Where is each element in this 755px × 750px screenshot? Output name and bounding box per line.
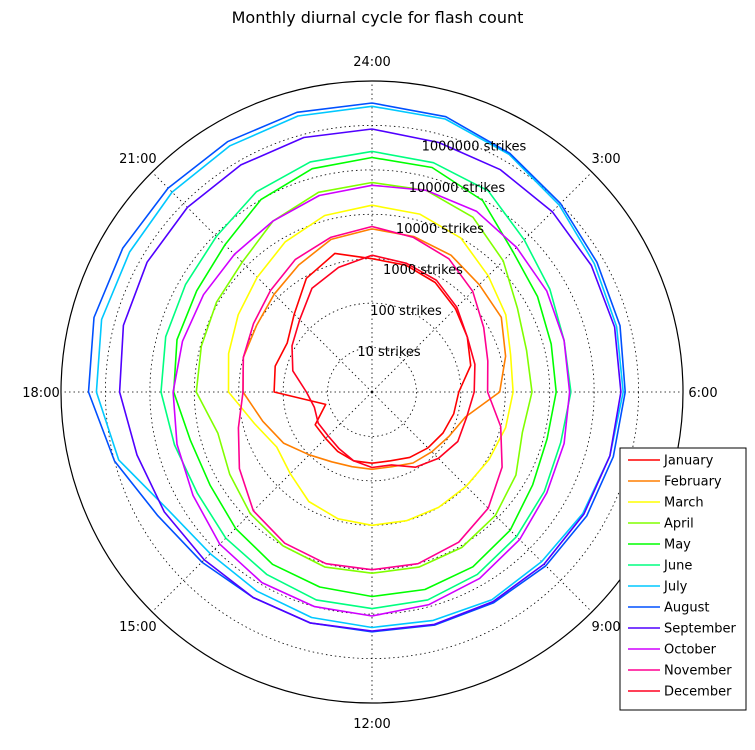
theta-tick-label-0: 24:00 (353, 55, 390, 70)
theta-tick-label-1: 3:00 (591, 152, 620, 167)
legend-label-june: June (663, 559, 692, 574)
grid-layer (60, 80, 684, 704)
chart-title: Monthly diurnal cycle for flash count (231, 8, 524, 27)
radial-tick-label-5: 1000000 strikes (422, 140, 527, 155)
legend-box (619, 447, 747, 711)
angular-gridline-3 (371, 391, 593, 613)
theta-tick-label-3: 9:00 (591, 620, 620, 635)
series-line-february (242, 228, 507, 471)
series-line-october (172, 184, 571, 617)
series-line-july (95, 105, 625, 629)
tick-layer: 24:00 3:00 6:00 9:00 12:00 15:00 18:00 21:00 10 … (22, 55, 717, 732)
radial-tick-label-4: 100000 strikes (409, 181, 506, 196)
polar-frame (60, 80, 684, 704)
radial-gridline-4 (149, 169, 595, 615)
legend: January February March April May June July Augu… (619, 447, 747, 711)
theta-tick-label-7: 21:00 (119, 152, 156, 167)
theta-tick-label-6: 18:00 (22, 386, 59, 401)
series-line-november (237, 225, 503, 571)
series-layer (87, 102, 627, 633)
legend-label-december: December (664, 685, 732, 700)
radial-tick-label-0: 10 strikes (357, 345, 421, 360)
theta-tick-label-2: 6:00 (688, 386, 717, 401)
legend-label-september: September (664, 622, 737, 637)
radial-tick-label-2: 1000 strikes (383, 263, 463, 278)
legend-label-march: March (664, 496, 704, 511)
series-line-june (160, 150, 572, 610)
series-line-september (118, 128, 622, 632)
legend-label-july: July (663, 580, 688, 595)
radial-tick-label-3: 10000 strikes (396, 222, 484, 237)
legend-label-november: November (664, 664, 732, 679)
series-line-august (87, 102, 627, 633)
legend-label-october: October (664, 643, 717, 658)
radial-gridline-2 (238, 258, 506, 526)
theta-tick-label-4: 12:00 (353, 717, 390, 732)
legend-label-august: August (664, 601, 710, 616)
theta-tick-label-5: 15:00 (119, 620, 156, 635)
radial-tick-label-1: 100 strikes (370, 304, 442, 319)
series-line-may (172, 156, 558, 598)
angular-gridline-7 (151, 171, 373, 393)
legend-label-april: April (664, 517, 694, 532)
series-line-december (291, 254, 476, 469)
radial-gridline-0 (327, 347, 417, 437)
radial-gridline-1 (282, 302, 462, 482)
legend-label-february: February (664, 475, 722, 490)
legend-label-january: January (663, 454, 714, 469)
series-line-april (195, 181, 533, 575)
series-line-march (227, 204, 514, 527)
legend-label-may: May (664, 538, 691, 553)
